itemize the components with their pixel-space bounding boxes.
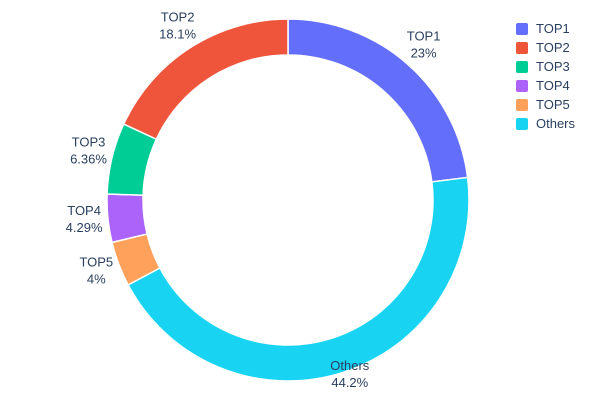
legend-swatch-icon <box>516 117 528 130</box>
slice-label-top4: TOP4 4.29% <box>66 203 103 235</box>
legend-swatch-icon <box>516 79 528 92</box>
legend-label: TOP4 <box>536 78 570 93</box>
legend-item-top4[interactable]: TOP4 <box>516 79 575 92</box>
slice-label-top2: TOP2 18.1% <box>159 9 196 41</box>
slice-label-others: Others 44.2% <box>330 358 370 390</box>
pie-slice-top4[interactable] <box>106 193 148 244</box>
pie-slice-top1[interactable] <box>287 18 469 183</box>
legend-item-top3[interactable]: TOP3 <box>516 60 575 73</box>
legend-item-top5[interactable]: TOP5 <box>516 98 575 111</box>
pie-slice-others[interactable] <box>127 176 470 382</box>
legend-swatch-icon <box>516 22 528 35</box>
legend-label: TOP3 <box>536 59 570 74</box>
legend-label: TOP2 <box>536 40 570 55</box>
legend-swatch-icon <box>516 60 528 73</box>
legend-label: Others <box>536 116 576 131</box>
legend-swatch-icon <box>516 41 528 54</box>
pie-slice-top2[interactable] <box>122 18 289 141</box>
legend: TOP1 TOP2 TOP3 TOP4 TOP5 Others <box>516 22 575 130</box>
slice-label-top3: TOP3 6.36% <box>70 135 107 167</box>
slice-label-top1: TOP1 23% <box>407 28 441 60</box>
legend-label: TOP1 <box>536 21 570 36</box>
legend-item-top2[interactable]: TOP2 <box>516 41 575 54</box>
slice-label-top5: TOP5 4% <box>79 255 113 287</box>
legend-swatch-icon <box>516 98 528 111</box>
legend-item-others[interactable]: Others <box>516 117 575 130</box>
legend-label: TOP5 <box>536 97 570 112</box>
legend-item-top1[interactable]: TOP1 <box>516 22 575 35</box>
